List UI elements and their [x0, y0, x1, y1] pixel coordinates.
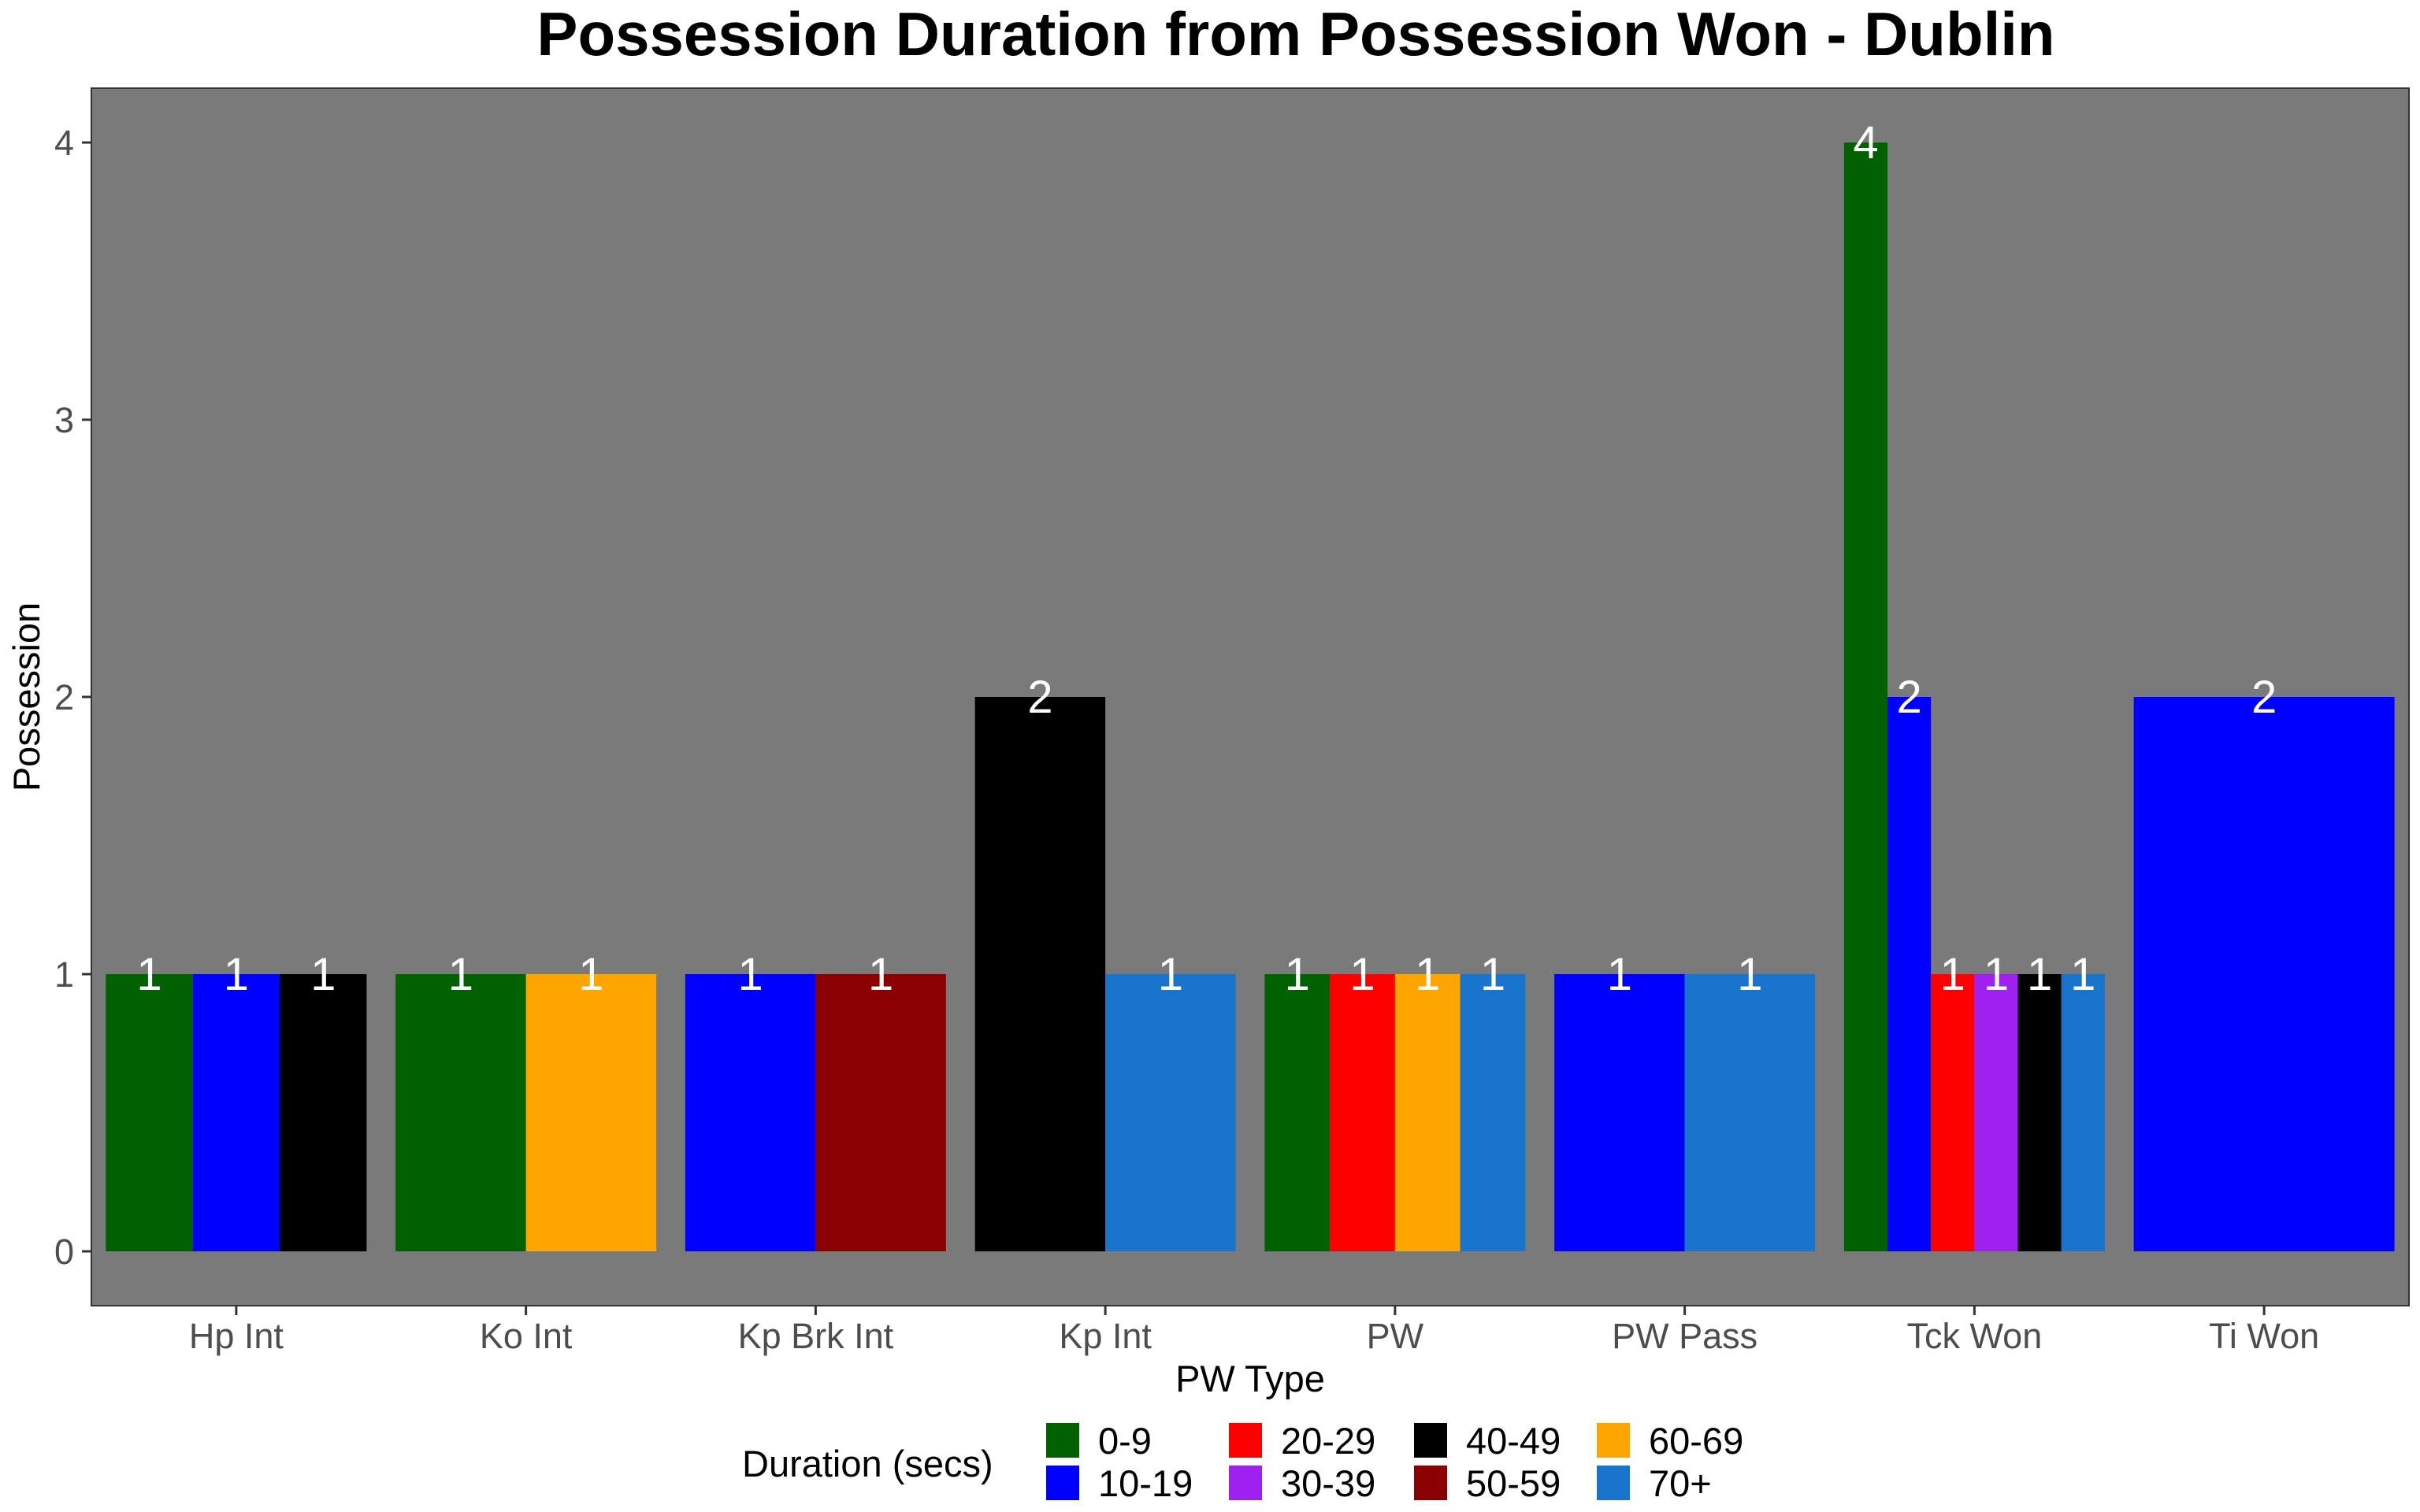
y-axis: 0 1 2 3 4 — [54, 123, 91, 1272]
bar — [192, 974, 280, 1251]
x-axis: Hp Int Ko Int Kp Brk Int Kp Int PW PW Pass Tck… — [189, 1306, 2319, 1356]
bars — [106, 143, 2395, 1251]
bar-value-label: 1 — [1737, 949, 1762, 1000]
bar — [1931, 974, 1975, 1251]
legend-item-label: 50-59 — [1466, 1462, 1561, 1504]
legend-item-label: 20-29 — [1281, 1420, 1375, 1462]
legend-item-label: 0-9 — [1098, 1420, 1152, 1462]
bar-value-label: 1 — [1285, 949, 1310, 1000]
bar — [1684, 974, 1816, 1251]
legend-key — [1414, 1466, 1447, 1500]
legend-key — [1229, 1423, 1262, 1458]
legend-key — [1597, 1466, 1630, 1500]
bar-value-label: 1 — [448, 949, 473, 1000]
bar-value-label: 1 — [578, 949, 603, 1000]
bar — [815, 974, 946, 1251]
legend-key — [1414, 1423, 1447, 1458]
bar-value-label: 1 — [1607, 949, 1632, 1000]
bar-value-label: 1 — [224, 949, 249, 1000]
legend-item-label: 10-19 — [1098, 1462, 1193, 1504]
bar-value-label: 1 — [737, 949, 763, 1000]
bar — [1843, 143, 1888, 1251]
bar-value-label: 1 — [2027, 949, 2052, 1000]
bar — [2061, 974, 2105, 1251]
bar-value-label: 1 — [310, 949, 336, 1000]
bar — [974, 697, 1106, 1251]
bar — [1105, 974, 1236, 1251]
x-tick-label: Tck Won — [1907, 1316, 2043, 1356]
bar-value-label: 4 — [1853, 117, 1878, 169]
bar — [1887, 697, 1932, 1251]
legend-item-label: 30-39 — [1281, 1462, 1375, 1504]
x-tick-label: Kp Int — [1059, 1316, 1152, 1356]
bar — [685, 974, 816, 1251]
bar-value-label: 1 — [1158, 949, 1183, 1000]
bar-value-label: 1 — [1349, 949, 1375, 1000]
bar — [2017, 974, 2062, 1251]
legend-key — [1046, 1423, 1079, 1458]
bar — [106, 974, 193, 1251]
x-tick-label: PW Pass — [1612, 1316, 1757, 1356]
y-axis-title: Possession — [6, 602, 47, 791]
y-tick-label: 0 — [54, 1232, 74, 1272]
bar-value-label: 1 — [2070, 949, 2095, 1000]
y-tick-label: 3 — [54, 400, 74, 440]
x-tick-label: Kp Brk Int — [738, 1316, 894, 1356]
x-tick-label: Hp Int — [189, 1316, 284, 1356]
legend-item-label: 40-49 — [1466, 1420, 1561, 1462]
bar-value-label: 2 — [2251, 672, 2277, 723]
y-tick-label: 2 — [54, 677, 74, 717]
legend-item-label: 60-69 — [1649, 1420, 1743, 1462]
bar — [2133, 697, 2395, 1251]
bar — [280, 974, 367, 1251]
bar — [1974, 974, 2018, 1251]
x-tick-label: PW — [1367, 1316, 1424, 1356]
bar-value-label: 1 — [1940, 949, 1965, 1000]
bar-value-label: 1 — [136, 949, 161, 1000]
bar-value-label: 1 — [1415, 949, 1440, 1000]
y-tick-label: 1 — [54, 954, 74, 995]
legend-key — [1597, 1423, 1630, 1458]
bar — [1264, 974, 1331, 1251]
legend-key — [1046, 1466, 1079, 1500]
bar — [1554, 974, 1685, 1251]
x-tick-label: Ti Won — [2209, 1316, 2319, 1356]
bar — [1330, 974, 1395, 1251]
bar-value-label: 2 — [1027, 672, 1052, 723]
legend-key — [1229, 1466, 1262, 1500]
legend-item-label: 70+ — [1649, 1462, 1712, 1504]
y-tick-label: 4 — [54, 123, 74, 163]
bar — [525, 974, 657, 1251]
bar-value-label: 1 — [868, 949, 893, 1000]
chart-title: Possession Duration from Possession Won … — [536, 0, 2054, 69]
bar-value-label: 1 — [1480, 949, 1505, 1000]
x-axis-title: PW Type — [1175, 1358, 1325, 1399]
bar-value-label: 1 — [1984, 949, 2009, 1000]
bar — [1394, 974, 1461, 1251]
bar-value-label: 2 — [1896, 672, 1921, 723]
x-tick-label: Ko Int — [480, 1316, 573, 1356]
bar — [1460, 974, 1526, 1251]
legend-title: Duration (secs) — [742, 1443, 993, 1484]
bar — [395, 974, 526, 1251]
